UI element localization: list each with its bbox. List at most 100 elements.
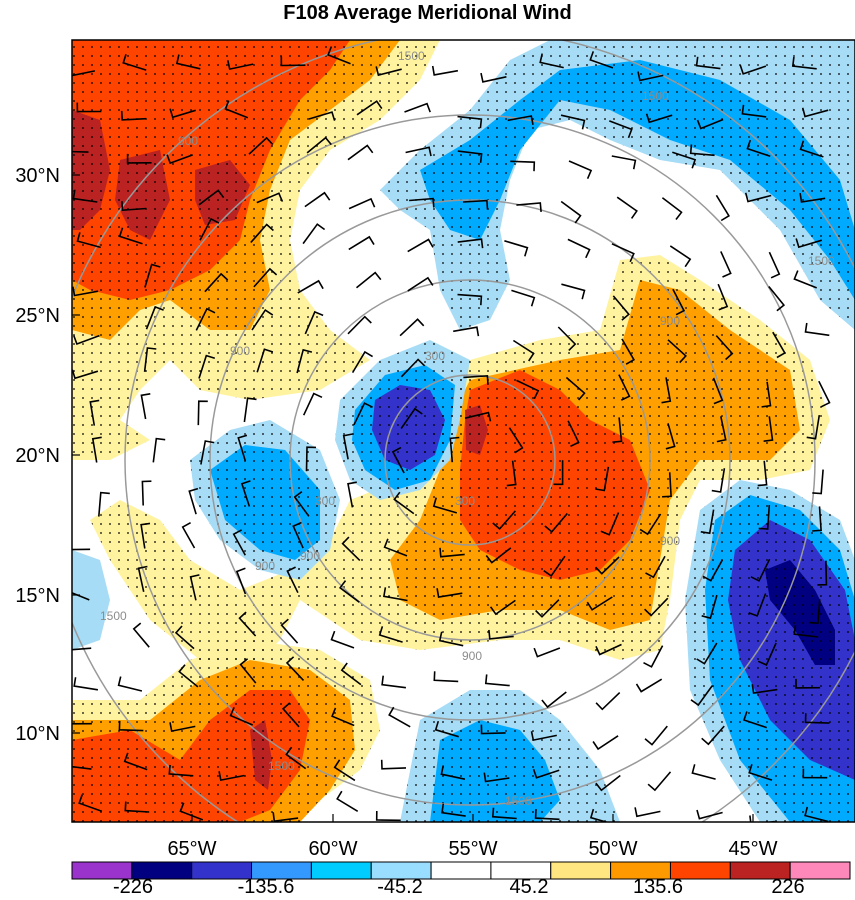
wind-barb	[720, 251, 732, 278]
wind-barb	[742, 711, 767, 729]
contour-label: 1500	[505, 794, 532, 808]
wind-barb	[802, 768, 828, 779]
wind-barb	[715, 194, 730, 222]
wind-barb	[541, 691, 567, 709]
wind-barb	[280, 618, 299, 644]
colorbar-swatch	[789, 861, 851, 880]
wind-barb	[712, 377, 724, 405]
wind-barb	[595, 643, 622, 656]
wind-barb	[748, 763, 773, 781]
wind-barb	[224, 100, 249, 119]
wind-barb	[612, 417, 623, 443]
wind-barb	[238, 611, 257, 637]
wind-barb	[480, 72, 507, 83]
wind-barb	[449, 436, 460, 463]
wind-barb	[635, 678, 663, 693]
wind-barb	[492, 510, 517, 531]
wind-barb	[293, 490, 310, 517]
wind-barb	[516, 202, 542, 212]
wind-barb	[347, 481, 357, 508]
wind-barb	[812, 506, 822, 532]
colorbar	[71, 861, 851, 880]
wind-barb	[717, 283, 729, 311]
wind-barb	[388, 706, 411, 728]
wind-barb	[347, 144, 374, 161]
wind-barb	[285, 746, 307, 770]
wind-barb	[117, 676, 143, 692]
contour-label: 900	[255, 559, 275, 573]
wind-barb	[557, 326, 577, 351]
wind-barb	[152, 437, 166, 463]
wind-barb	[690, 685, 713, 707]
contour-label: 900	[660, 534, 680, 548]
wind-barb	[73, 334, 100, 346]
wind-barb	[72, 647, 92, 651]
wind-barb	[489, 599, 516, 616]
wind-barb	[169, 722, 196, 733]
wind-barb	[457, 293, 483, 306]
wind-barb	[143, 347, 157, 372]
wind-barb	[565, 376, 586, 401]
map-plot-area: 1500 1500 900 900 900 300 300 900 900 90…	[72, 40, 855, 822]
wind-barb	[256, 192, 284, 204]
significance-stippling	[72, 40, 855, 822]
wind-barb	[195, 307, 216, 331]
wind-barb	[506, 460, 517, 487]
wind-barb	[696, 118, 724, 130]
wind-barb	[229, 706, 254, 726]
wind-barb	[507, 115, 534, 125]
lat-label-10n: 10°N	[15, 723, 60, 745]
wind-barb	[179, 802, 204, 821]
contour-label: 900	[462, 649, 482, 663]
wind-barb	[665, 423, 676, 450]
colorbar-label: -135.6	[238, 876, 295, 898]
wind-barb	[483, 772, 510, 783]
lat-label-20n: 20°N	[15, 445, 60, 467]
wind-barb	[567, 238, 591, 259]
wind-barb	[431, 65, 459, 76]
contour-label: 900	[230, 344, 250, 358]
wind-barb	[758, 505, 771, 530]
wind-barb	[199, 217, 220, 241]
wind-barb	[336, 790, 359, 812]
wind-barb	[338, 580, 360, 603]
wind-barb	[126, 153, 152, 164]
wind-barb	[348, 235, 375, 251]
wind-barb	[118, 720, 144, 732]
wind-barb	[457, 115, 483, 129]
wind-barb	[595, 692, 621, 711]
wind-barb	[243, 397, 257, 423]
contour-label: 1500	[398, 49, 425, 63]
contour-label: 300	[315, 494, 335, 508]
contour-ring	[289, 279, 651, 641]
wind-barb	[73, 677, 99, 691]
wind-barb	[333, 759, 356, 782]
wind-barb	[383, 538, 408, 557]
wind-barb	[804, 322, 830, 337]
colorbar-label: 226	[771, 876, 804, 898]
wind-barb	[72, 189, 98, 203]
wind-barb	[667, 339, 687, 364]
wind-barb	[595, 466, 610, 492]
wind-barb	[612, 295, 630, 321]
wind-barb	[691, 764, 716, 780]
wind-barb	[438, 631, 464, 647]
wind-barb	[751, 684, 778, 695]
wind-barb	[621, 338, 635, 365]
contour-ring	[124, 114, 816, 806]
wind-barb	[647, 771, 672, 792]
wind-barb	[689, 144, 715, 157]
lon-label-55w: 55°W	[448, 838, 497, 860]
colorbar-label: 45.2	[510, 876, 549, 898]
wind-barb	[508, 427, 524, 454]
wind-barb	[801, 107, 829, 118]
wind-barb	[757, 642, 777, 666]
wind-barb	[812, 469, 824, 495]
lon-label-65w: 65°W	[167, 838, 216, 860]
wind-barb	[457, 150, 483, 163]
wind-barb	[696, 642, 718, 665]
wind-barb	[248, 136, 274, 155]
wind-barb	[539, 53, 564, 69]
wind-barb	[399, 318, 425, 337]
wind-barb	[672, 151, 697, 169]
